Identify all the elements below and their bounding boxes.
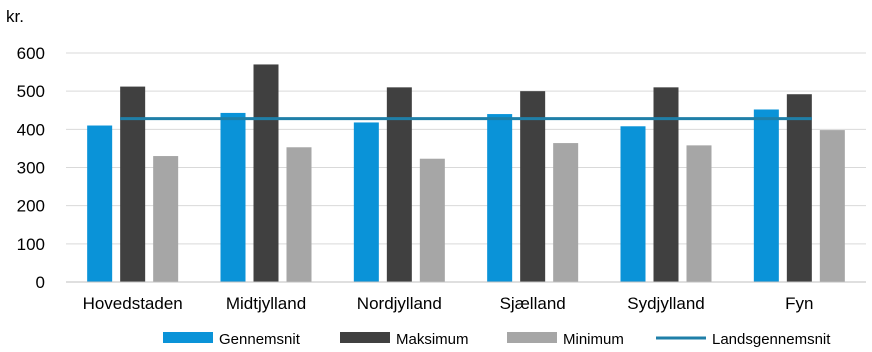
bar-minimum	[686, 145, 712, 282]
bar-gennemsnit	[620, 126, 646, 282]
bar-minimum	[819, 130, 845, 282]
x-tick-label: Sjælland	[500, 294, 566, 313]
y-axis-ticks: 0 100 200 300 400 500 600	[17, 44, 45, 292]
bar-maksimum	[386, 87, 412, 282]
y-axis-unit-label: kr.	[6, 7, 24, 26]
y-tick-label: 100	[17, 235, 45, 254]
x-tick-label: Nordjylland	[357, 294, 442, 313]
x-axis-ticks: Hovedstaden Midtjylland Nordjylland Sjællan…	[83, 294, 814, 313]
legend: Gennemsnit Maksimum Minimum Landsgennemsnit	[163, 331, 831, 348]
bar-minimum	[553, 143, 579, 282]
legend-swatch-minimum	[507, 332, 557, 343]
y-tick-label: 400	[17, 120, 45, 139]
bar-maksimum	[653, 87, 679, 282]
legend-label-gennemsnit: Gennemsnit	[219, 331, 301, 348]
gridlines	[66, 52, 866, 245]
x-tick-label: Sydjylland	[627, 294, 705, 313]
legend-swatch-gennemsnit	[163, 332, 213, 343]
legend-swatch-maksimum	[340, 332, 390, 343]
y-tick-label: 500	[17, 82, 45, 101]
bar-gennemsnit	[220, 112, 246, 283]
x-tick-label: Hovedstaden	[83, 294, 183, 313]
bar-maksimum	[786, 94, 812, 282]
legend-label-maksimum: Maksimum	[396, 331, 469, 348]
bar-minimum	[419, 158, 445, 282]
legend-label-landsgennemsnit: Landsgennemsnit	[712, 331, 831, 348]
bar-gennemsnit	[753, 109, 779, 282]
bars	[87, 64, 845, 283]
x-tick-label: Fyn	[785, 294, 813, 313]
y-tick-label: 300	[17, 159, 45, 178]
bar-maksimum	[253, 64, 279, 282]
bar-gennemsnit	[353, 122, 379, 282]
bar-gennemsnit	[487, 114, 513, 282]
bar-maksimum	[520, 91, 546, 283]
y-tick-label: 600	[17, 44, 45, 63]
bar-minimum	[153, 156, 179, 282]
y-tick-label: 200	[17, 197, 45, 216]
bar-minimum	[286, 147, 312, 282]
y-tick-label: 0	[36, 273, 45, 292]
x-tick-label: Midtjylland	[226, 294, 306, 313]
legend-label-minimum: Minimum	[563, 331, 624, 348]
bar-gennemsnit	[87, 125, 113, 283]
bar-maksimum	[120, 86, 146, 282]
